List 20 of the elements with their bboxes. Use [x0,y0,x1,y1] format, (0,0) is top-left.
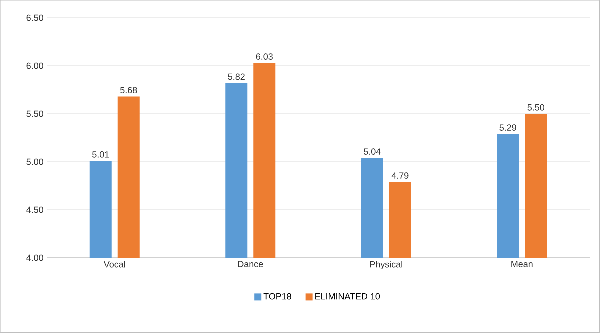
y-tick-label: 6.50 [26,14,44,22]
x-tick-label: Physical [370,261,402,270]
data-label: 5.29 [500,124,516,131]
data-label: 5.01 [92,152,110,158]
y-tick-label: 5.50 [26,110,44,118]
data-label: 4.79 [392,172,409,179]
data-label: 5.82 [228,74,245,80]
x-tick-label: Mean [512,261,533,268]
legend-label: TOP18 [264,293,292,300]
data-label: 5.68 [120,87,138,94]
y-tick-label: 4.00 [26,254,44,262]
data-label: 6.03 [256,54,273,60]
data-label: 5.04 [364,148,381,155]
x-tick-label: Vocal [104,261,126,268]
y-tick-label: 5.00 [26,158,44,166]
y-tick-label: 6.00 [26,62,44,70]
legend-label: ELIMINATED 10 [316,293,380,300]
data-label: 5.50 [528,104,545,111]
y-tick-label: 4.50 [26,206,44,214]
x-tick-label: Dance [238,261,264,268]
